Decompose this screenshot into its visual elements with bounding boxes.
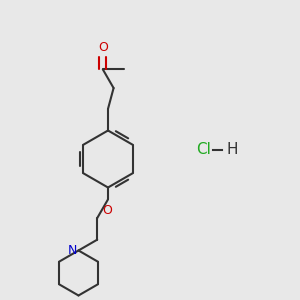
Text: O: O <box>102 204 112 217</box>
Text: O: O <box>98 41 108 54</box>
Text: H: H <box>227 142 238 158</box>
Text: Cl: Cl <box>196 142 211 158</box>
Text: N: N <box>68 244 77 257</box>
